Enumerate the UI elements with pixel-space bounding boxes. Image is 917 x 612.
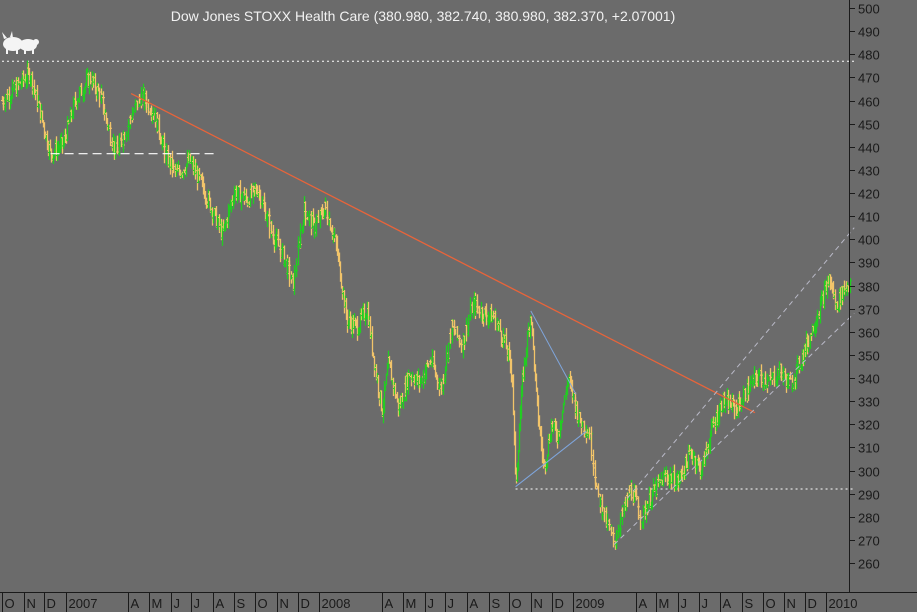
y-tick-label: 410 <box>858 210 880 225</box>
x-tick-label: O <box>5 596 15 611</box>
x-tick-label: A <box>385 596 394 611</box>
y-tick-label: 370 <box>858 303 880 318</box>
x-tick-label: J <box>428 596 435 611</box>
x-axis: O N D 2007 A M J J A S O N D 2008 A M J J A S O N D 2009 A M J J A S O… <box>0 592 917 612</box>
y-tick-label: 280 <box>858 511 880 526</box>
y-tick-label: 380 <box>858 280 880 295</box>
x-tick-label: D <box>47 596 56 611</box>
price-bars <box>1 60 852 550</box>
y-tick-label: 320 <box>858 418 880 433</box>
x-tick-label: 2007 <box>69 596 98 611</box>
chart-title: Dow Jones STOXX Health Care (380.980, 38… <box>171 8 675 24</box>
y-tick-label: 260 <box>858 557 880 572</box>
y-tick-label: 340 <box>858 372 880 387</box>
x-tick-label: A <box>639 596 648 611</box>
y-tick-label: 480 <box>858 48 880 63</box>
x-tick-label: S <box>745 596 754 611</box>
x-tick-label: J <box>448 596 455 611</box>
x-tick-label: J <box>194 596 201 611</box>
y-tick-label: 270 <box>858 534 880 549</box>
x-tick-label: D <box>301 596 310 611</box>
x-tick-label: 2008 <box>322 596 351 611</box>
x-tick-label: A <box>216 596 225 611</box>
x-tick-label: N <box>27 596 36 611</box>
x-tick-label: J <box>174 596 181 611</box>
bull-and-bear-logo-icon <box>2 31 39 54</box>
y-tick-label: 390 <box>858 256 880 271</box>
x-tick-label: M <box>406 596 417 611</box>
y-tick-label: 290 <box>858 488 880 503</box>
x-tick-label: N <box>280 596 289 611</box>
y-tick-label: 310 <box>858 441 880 456</box>
reference-lines <box>2 60 855 490</box>
x-tick-label: S <box>237 596 246 611</box>
y-tick-label: 430 <box>858 164 880 179</box>
x-tick-label: J <box>681 596 688 611</box>
x-tick-label: O <box>766 596 776 611</box>
x-tick-label: O <box>512 596 522 611</box>
channel-upper <box>626 227 855 499</box>
y-tick-label: 300 <box>858 465 880 480</box>
channel-lower <box>613 312 855 545</box>
x-tick-label: 2010 <box>829 596 858 611</box>
x-tick-label: A <box>470 596 479 611</box>
y-tick-label: 420 <box>858 187 880 202</box>
triangle-lower <box>515 430 587 488</box>
y-tick-label: 500 <box>858 2 880 17</box>
y-tick-label: 470 <box>858 71 880 86</box>
x-tick-label: D <box>808 596 817 611</box>
x-tick-label: A <box>131 596 140 611</box>
x-tick-label: S <box>492 596 501 611</box>
y-tick-label: 490 <box>858 25 880 40</box>
x-tick-label: 2009 <box>576 596 605 611</box>
y-tick-label: 330 <box>858 395 880 410</box>
x-tick-label: N <box>787 596 796 611</box>
y-axis: 260 270 280 290 300 310 320 330 340 350 360 370 380 3… <box>849 0 880 592</box>
y-tick-label: 360 <box>858 326 880 341</box>
resistance-trendline <box>130 92 756 414</box>
x-tick-label: M <box>152 596 163 611</box>
x-tick-label: O <box>258 596 268 611</box>
x-tick-label: A <box>723 596 732 611</box>
trend-lines <box>50 92 855 545</box>
y-tick-label: 350 <box>858 349 880 364</box>
x-tick-label: D <box>555 596 564 611</box>
y-tick-label: 440 <box>858 141 880 156</box>
x-tick-label: N <box>534 596 543 611</box>
triangle-upper <box>530 310 577 395</box>
x-tick-label: J <box>702 596 709 611</box>
x-tick-label: M <box>659 596 670 611</box>
y-tick-label: 400 <box>858 233 880 248</box>
y-tick-label: 450 <box>858 118 880 133</box>
y-tick-label: 460 <box>858 95 880 110</box>
